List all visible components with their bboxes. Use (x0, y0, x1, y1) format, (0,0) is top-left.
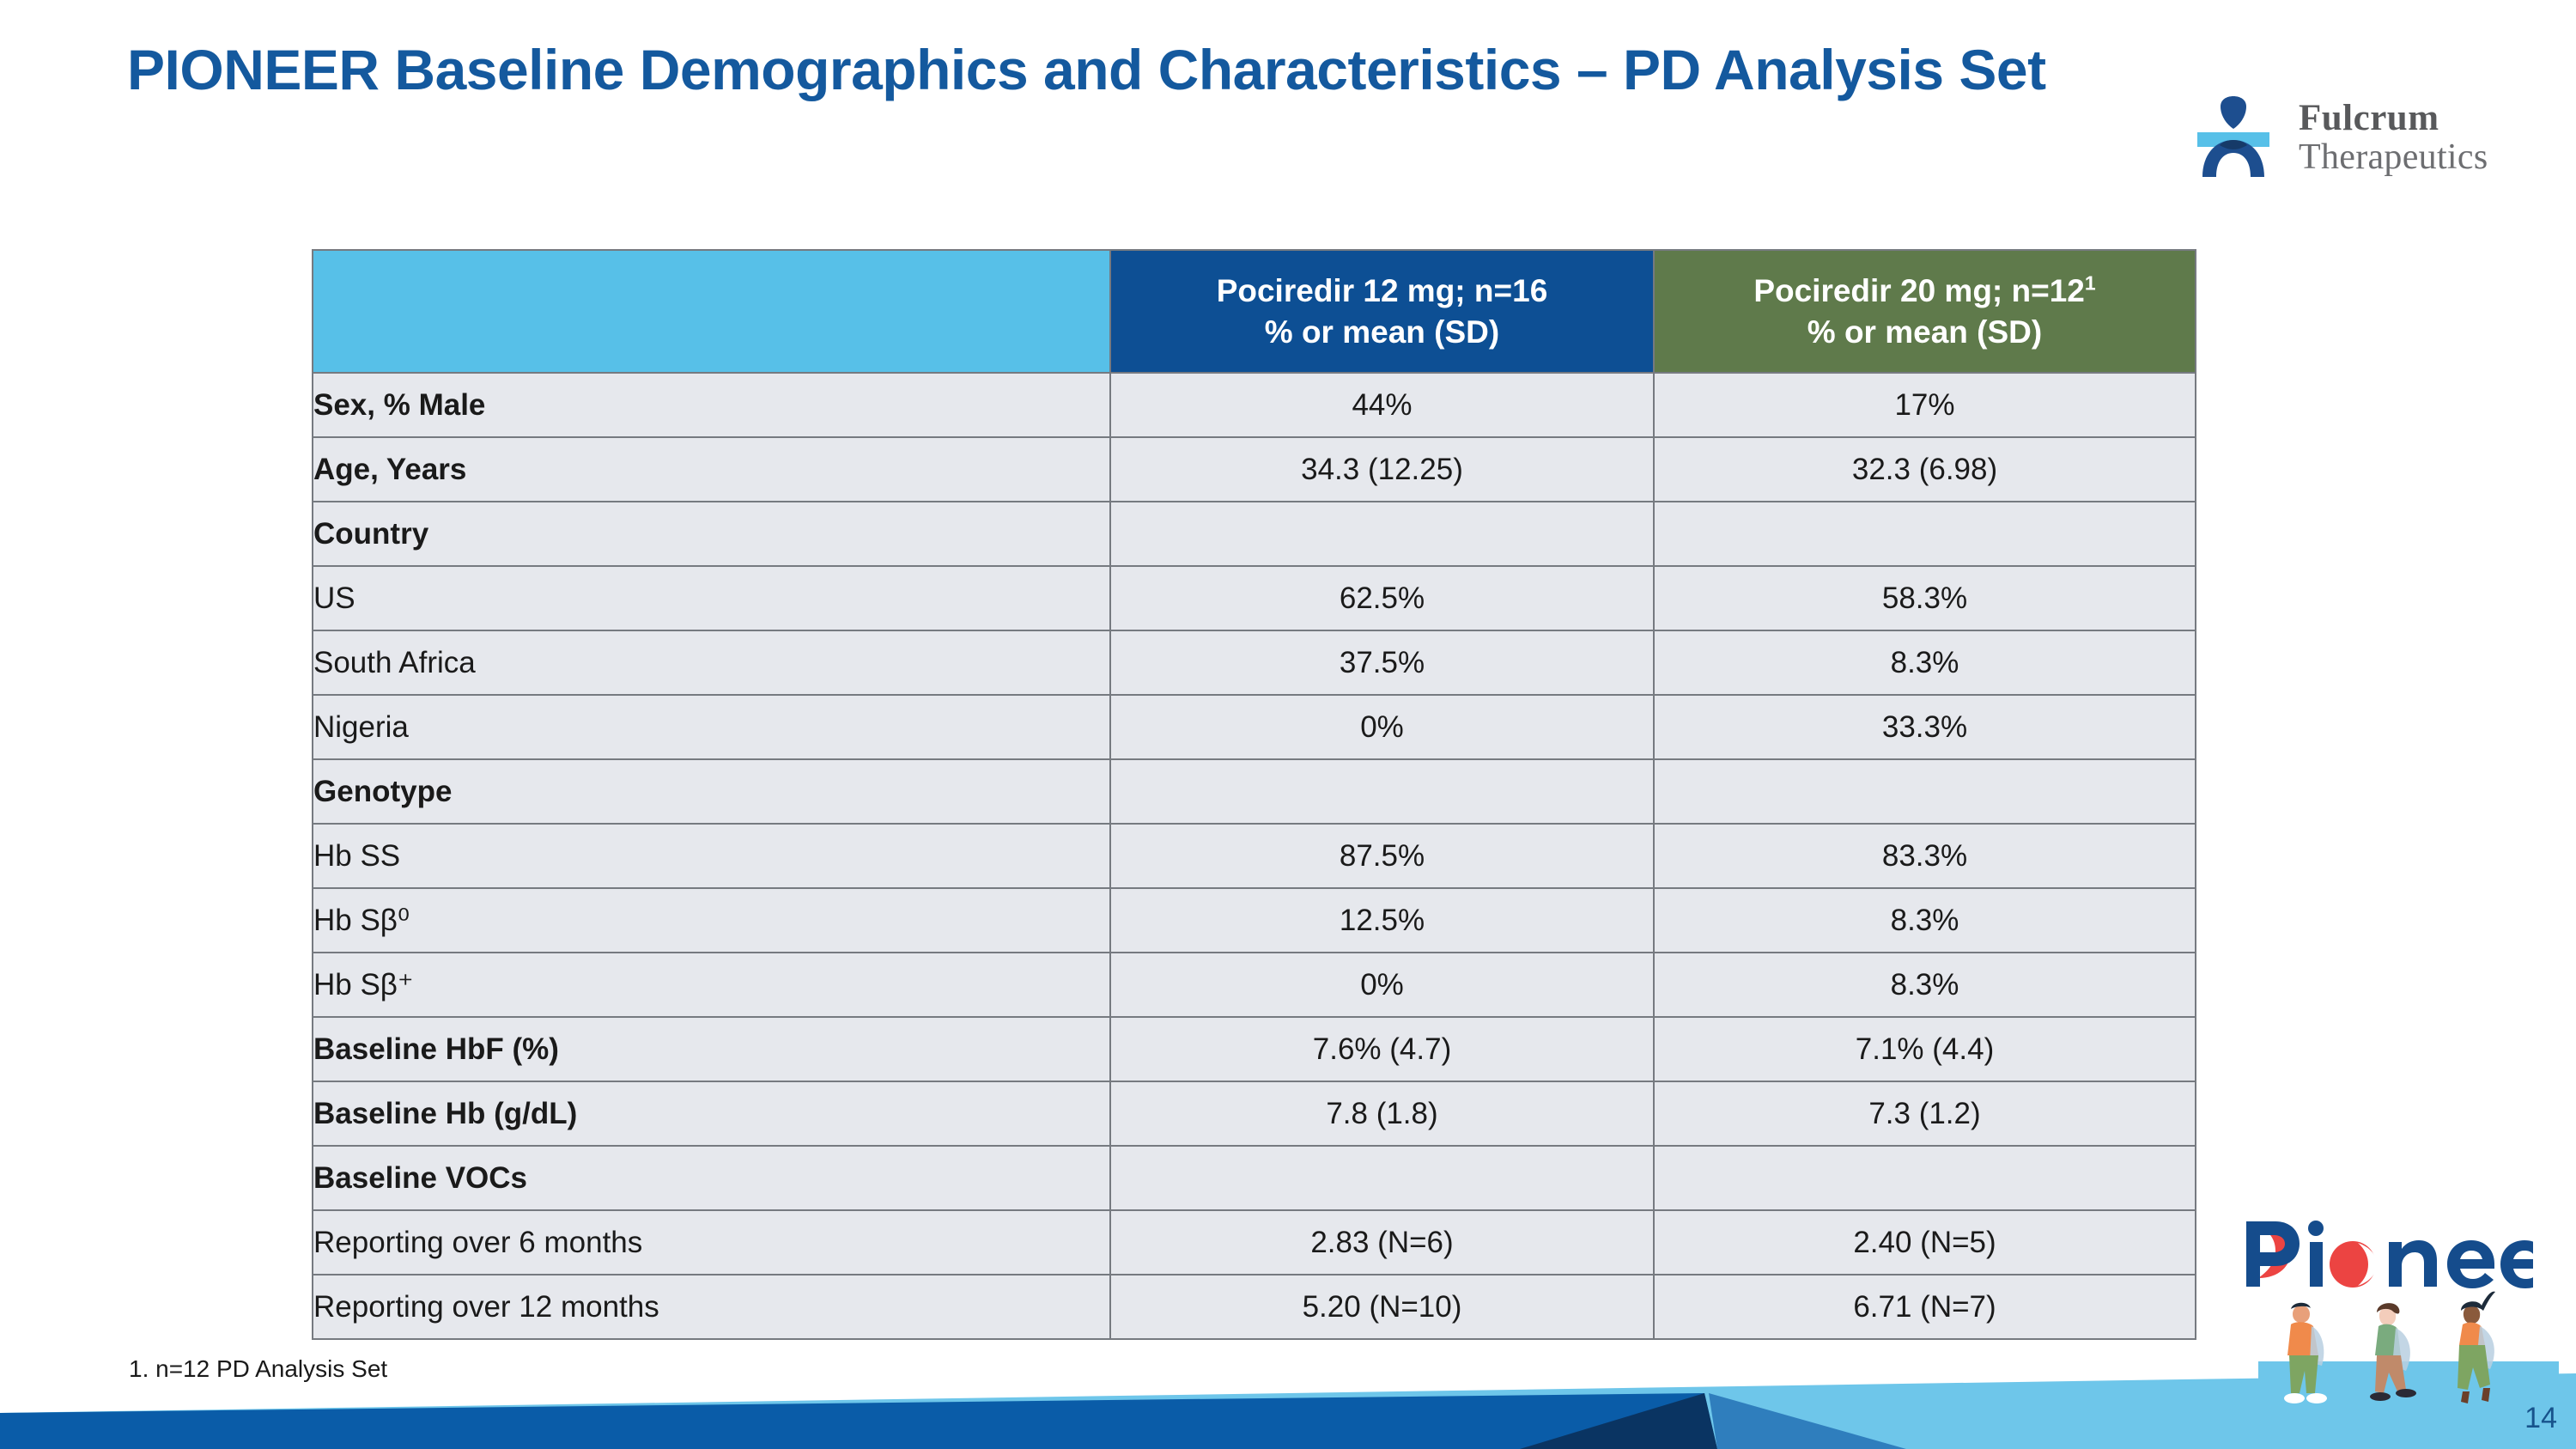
cell-arm-20mg (1653, 1145, 2196, 1211)
row-label: Baseline Hb (g/dL) (312, 1081, 1111, 1147)
company-name-line2: Therapeutics (2299, 137, 2488, 177)
row-label: Hb SS (312, 823, 1111, 889)
row-label: Reporting over 6 months (312, 1209, 1111, 1275)
table-row: Hb SS 87.5% 83.3% (312, 823, 2196, 889)
row-label: Hb Sβ⁺ (312, 952, 1111, 1018)
cell-arm-20mg (1653, 501, 2196, 567)
row-label: Reporting over 12 months (312, 1274, 1111, 1340)
table-body: Sex, % Male 44% 17% Age, Years 34.3 (12.25) 3… (312, 372, 2196, 1340)
pioneer-walking-figures-illustration (2258, 1291, 2559, 1426)
table-row: Nigeria 0% 33.3% (312, 694, 2196, 760)
row-label: South Africa (312, 630, 1111, 696)
cell-arm-12mg: 87.5% (1109, 823, 1655, 889)
cell-arm-20mg: 8.3% (1653, 887, 2196, 953)
cell-arm-12mg (1109, 1145, 1655, 1211)
column-header-arm-20mg-line2: % or mean (SD) (1807, 314, 2043, 350)
page-title: PIONEER Baseline Demographics and Charac… (127, 38, 2046, 101)
cell-arm-12mg: 5.20 (N=10) (1109, 1274, 1655, 1340)
table-row: Country (312, 501, 2196, 567)
pioneer-logo-block: 14 (2241, 1202, 2576, 1449)
row-label: Country (312, 501, 1111, 567)
banner-shapes (0, 1373, 2576, 1449)
row-label: Age, Years (312, 436, 1111, 502)
column-header-arm-12mg-line1: Pociredir 12 mg; n=16 (1216, 273, 1548, 309)
banner-dark-blue-shape (0, 1393, 1717, 1449)
figure-1 (2284, 1302, 2327, 1403)
table-row: US 62.5% 58.3% (312, 565, 2196, 631)
column-header-arm-20mg: Pociredir 20 mg; n=121 % or mean (SD) (1653, 249, 2196, 374)
cell-arm-12mg: 62.5% (1109, 565, 1655, 631)
banner-medium-blue-triangle (1709, 1393, 1906, 1449)
cell-arm-12mg (1109, 758, 1655, 825)
pioneer-wordmark-icon (2246, 1221, 2533, 1288)
column-header-blank (312, 249, 1111, 374)
figure-2 (2370, 1303, 2416, 1401)
figure-3 (2458, 1291, 2495, 1403)
column-header-arm-20mg-line1: Pociredir 20 mg; n=12 (1753, 273, 2085, 309)
cell-arm-20mg: 17% (1653, 372, 2196, 438)
fulcrum-wordmark-text: Fulcrum Therapeutics (2299, 99, 2488, 176)
table-row: Hb Sβ⁺ 0% 8.3% (312, 952, 2196, 1018)
fulcrum-mark-icon (2197, 96, 2269, 177)
cell-arm-12mg: 7.6% (4.7) (1109, 1016, 1655, 1082)
table-row: Reporting over 12 months 5.20 (N=10) 6.71 … (312, 1274, 2196, 1340)
table-row: Age, Years 34.3 (12.25) 32.3 (6.98) (312, 436, 2196, 502)
row-label: Baseline VOCs (312, 1145, 1111, 1211)
page-number: 14 (2524, 1402, 2557, 1434)
company-name-line1: Fulcrum (2299, 97, 2439, 138)
footnote-text: 1. n=12 PD Analysis Set (129, 1355, 388, 1382)
bottom-decorative-banner (0, 1355, 2576, 1449)
table-row: Sex, % Male 44% 17% (312, 372, 2196, 438)
cell-arm-12mg: 12.5% (1109, 887, 1655, 953)
cell-arm-12mg: 37.5% (1109, 630, 1655, 696)
cell-arm-12mg (1109, 501, 1655, 567)
cell-arm-20mg: 83.3% (1653, 823, 2196, 889)
cell-arm-12mg: 34.3 (12.25) (1109, 436, 1655, 502)
table-row: Baseline Hb (g/dL) 7.8 (1.8) 7.3 (1.2) (312, 1081, 2196, 1147)
cell-arm-20mg: 33.3% (1653, 694, 2196, 760)
row-label: Baseline HbF (%) (312, 1016, 1111, 1082)
table-header: Pociredir 12 mg; n=16 % or mean (SD) Poc… (312, 249, 2196, 374)
cell-arm-12mg: 2.83 (N=6) (1109, 1209, 1655, 1275)
row-label: Genotype (312, 758, 1111, 825)
row-label: Hb Sβ⁰ (312, 887, 1111, 953)
table-header-row: Pociredir 12 mg; n=16 % or mean (SD) Poc… (312, 249, 2196, 374)
footnote-marker: 1 (2084, 271, 2096, 295)
cell-arm-12mg: 0% (1109, 694, 1655, 760)
table-row: Genotype (312, 758, 2196, 825)
table-row: Reporting over 6 months 2.83 (N=6) 2.40 (N… (312, 1209, 2196, 1275)
cell-arm-20mg: 8.3% (1653, 630, 2196, 696)
row-label: US (312, 565, 1111, 631)
row-label: Nigeria (312, 694, 1111, 760)
cell-arm-12mg: 7.8 (1.8) (1109, 1081, 1655, 1147)
cell-arm-20mg (1653, 758, 2196, 825)
cell-arm-20mg: 2.40 (N=5) (1653, 1209, 2196, 1275)
table-row: Hb Sβ⁰ 12.5% 8.3% (312, 887, 2196, 953)
row-label: Sex, % Male (312, 372, 1111, 438)
table-row: South Africa 37.5% 8.3% (312, 630, 2196, 696)
fulcrum-logo: Fulcrum Therapeutics (2185, 89, 2537, 186)
cell-arm-12mg: 0% (1109, 952, 1655, 1018)
table-row: Baseline VOCs (312, 1145, 2196, 1211)
banner-navy-triangle (1520, 1393, 1717, 1449)
cell-arm-20mg: 6.71 (N=7) (1653, 1274, 2196, 1340)
cell-arm-20mg: 7.3 (1.2) (1653, 1081, 2196, 1147)
column-header-arm-12mg-line2: % or mean (SD) (1264, 314, 1500, 350)
cell-arm-20mg: 8.3% (1653, 952, 2196, 1018)
cell-arm-20mg: 58.3% (1653, 565, 2196, 631)
demographics-table: Pociredir 12 mg; n=16 % or mean (SD) Poc… (312, 249, 2196, 1340)
cell-arm-20mg: 32.3 (6.98) (1653, 436, 2196, 502)
table-row: Baseline HbF (%) 7.6% (4.7) 7.1% (4.4) (312, 1016, 2196, 1082)
cell-arm-12mg: 44% (1109, 372, 1655, 438)
cell-arm-20mg: 7.1% (4.4) (1653, 1016, 2196, 1082)
column-header-arm-12mg: Pociredir 12 mg; n=16 % or mean (SD) (1109, 249, 1655, 374)
